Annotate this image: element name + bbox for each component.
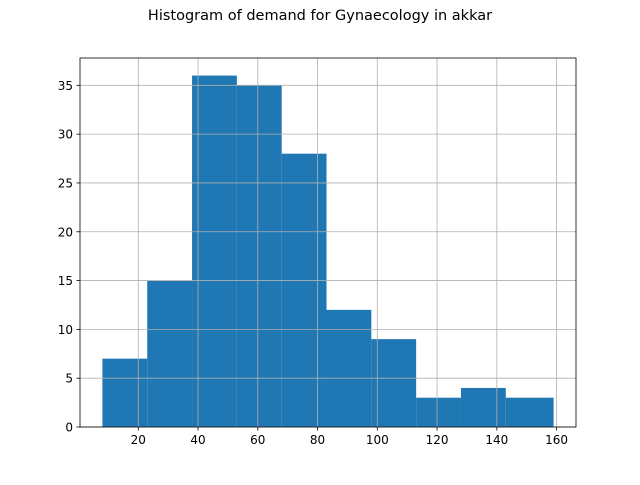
x-tick-label: 140	[485, 433, 508, 447]
histogram-bar-9	[460, 387, 506, 427]
y-tick-label: 25	[58, 176, 73, 190]
histogram-bar-6	[326, 309, 372, 427]
x-tick-label: 120	[426, 433, 449, 447]
y-tick-label: 0	[65, 421, 73, 435]
y-tick-label: 15	[58, 274, 73, 288]
x-tick-label: 20	[131, 433, 146, 447]
x-tick-label: 100	[366, 433, 389, 447]
histogram-bar-4	[236, 85, 282, 427]
plot-frame	[79, 57, 577, 428]
y-tick-label: 30	[58, 128, 73, 142]
chart-title: Histogram of demand for Gynaecology in a…	[147, 8, 493, 24]
y-tick-label: 10	[58, 323, 73, 337]
x-tick-label: 40	[190, 433, 205, 447]
x-tick-label: 80	[310, 433, 325, 447]
histogram-bar-7	[371, 339, 417, 427]
x-tick-label: 160	[545, 433, 568, 447]
histogram-bar-3	[192, 75, 237, 428]
histogram-bar-10	[505, 397, 554, 427]
histogram-bar-1	[102, 358, 148, 427]
histogram-bar-5	[281, 153, 327, 427]
histogram-bar-8	[416, 397, 461, 427]
y-tick-label: 5	[65, 372, 73, 386]
x-tick-label: 60	[250, 433, 265, 447]
histogram-bar-2	[147, 280, 193, 427]
y-tick-label: 35	[58, 79, 73, 93]
y-tick-label: 20	[58, 225, 73, 239]
